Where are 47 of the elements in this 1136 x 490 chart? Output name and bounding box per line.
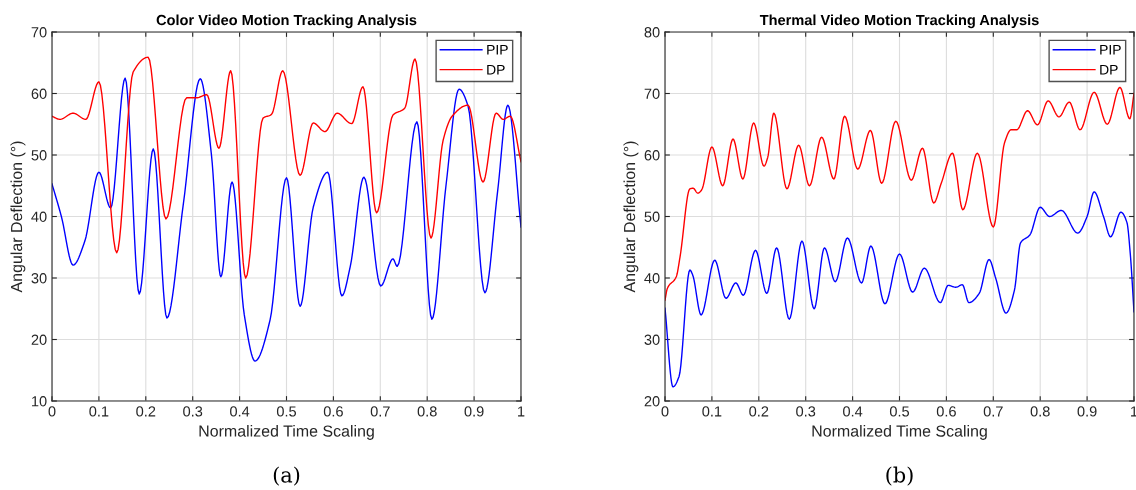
x-tick-label: 0.1 <box>89 406 109 417</box>
text: (a) <box>273 466 300 486</box>
y-tick-label: 30 <box>31 273 47 284</box>
legend-label: DP <box>487 64 505 75</box>
x-tick-label: 0.2 <box>749 406 769 417</box>
x-tick-label: 0.5 <box>276 406 297 417</box>
x-tick-label: 0.3 <box>183 406 203 417</box>
y-tick-label: 60 <box>644 150 660 161</box>
x-tick-label: 0.4 <box>843 406 863 417</box>
x-tick-label: 1 <box>518 406 525 417</box>
x-tick-label: 0.5 <box>889 406 910 417</box>
x-tick-label: 0.7 <box>370 406 390 417</box>
x-tick-label: 0.8 <box>417 406 437 417</box>
x-axis-title: Normalized Time Scaling <box>812 425 987 440</box>
x-axis-title: Normalized Time Scaling <box>199 425 374 440</box>
y-tick-label: 20 <box>31 334 47 345</box>
x-tick-label: 0.2 <box>136 406 156 417</box>
y-tick-label: 70 <box>31 27 47 38</box>
x-tick-label: 0.6 <box>936 406 956 417</box>
y-tick-label: 40 <box>31 211 47 222</box>
y-tick-label: 70 <box>644 88 660 99</box>
legend-label: PIP <box>1100 45 1121 55</box>
y-tick-label: 20 <box>644 396 660 407</box>
x-tick-label: 0.1 <box>702 406 722 417</box>
y-tick-label: 30 <box>644 334 660 345</box>
y-tick-label: 60 <box>31 88 47 99</box>
y-tick-label: 50 <box>31 150 47 161</box>
x-tick-label: 0.7 <box>983 406 1003 417</box>
legend-label: DP <box>1100 64 1118 75</box>
x-tick-label: 0.9 <box>1077 406 1097 417</box>
y-axis-title: Angular Deflection (°) <box>10 141 26 293</box>
x-tick-label: 0.4 <box>230 406 250 417</box>
x-tick-label: 0.6 <box>323 406 343 417</box>
text: (b) <box>886 466 913 486</box>
x-tick-label: 0 <box>48 406 56 417</box>
y-tick-label: 10 <box>32 396 47 407</box>
legend-label: PIP <box>487 45 508 55</box>
y-tick-label: 40 <box>644 273 660 284</box>
y-tick-label: 50 <box>644 211 660 222</box>
y-axis-title: Angular Deflection (°) <box>623 141 639 293</box>
x-tick-label: 0.8 <box>1030 406 1050 417</box>
chart-title: Color Video Motion Tracking Analysis <box>156 14 417 29</box>
chart-title: Thermal Video Motion Tracking Analysis <box>759 14 1039 29</box>
x-tick-label: 0.3 <box>796 406 816 417</box>
y-tick-label: 80 <box>644 27 660 38</box>
x-tick-label: 0 <box>661 406 669 417</box>
x-tick-label: 0.9 <box>464 406 484 417</box>
